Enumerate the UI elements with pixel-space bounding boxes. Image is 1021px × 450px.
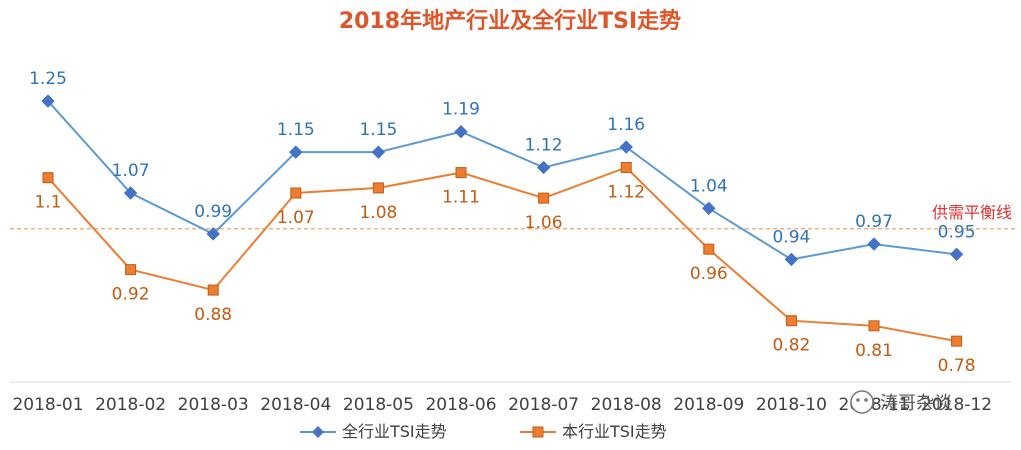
wechat-icon-dot	[864, 398, 868, 402]
x-tick-label: 2018-01	[12, 395, 83, 415]
x-tick-label: 2018-12	[921, 395, 992, 415]
marker-this-industry	[372, 182, 384, 194]
data-label-this-industry: 1.12	[607, 182, 645, 202]
data-label-all-industry: 1.15	[359, 120, 397, 140]
x-tick-label: 2018-07	[508, 395, 579, 415]
marker-this-industry	[785, 315, 797, 327]
data-label-this-industry: 0.88	[194, 305, 232, 325]
data-label-this-industry: 0.96	[690, 264, 728, 284]
data-labels: 1.25 1.07 0.99 1.15 1.15 1.19 1.12 1.16 1.04 0.94…	[29, 69, 975, 376]
data-label-all-industry: 0.97	[855, 212, 893, 232]
marker-this-industry	[207, 284, 219, 296]
x-tick-label: 2018-05	[343, 395, 414, 415]
data-label-this-industry: 0.82	[772, 336, 810, 356]
marker-this-industry	[290, 187, 302, 199]
data-label-this-industry: 1.06	[525, 213, 563, 233]
marker-all-industry	[619, 140, 633, 154]
legend-label-1: 全行业TSI走势	[342, 422, 447, 441]
marker-this-industry	[538, 192, 550, 204]
marker-this-industry	[951, 335, 963, 347]
marker-this-industry	[42, 172, 54, 184]
marker-all-industry	[206, 227, 220, 241]
x-tick-label: 2018-03	[178, 395, 249, 415]
marker-all-industry	[949, 247, 964, 262]
data-label-this-industry: 1.11	[442, 188, 480, 208]
legend-marker-square	[532, 426, 544, 438]
series-line-2	[47, 166, 957, 343]
data-label-all-industry: 1.25	[29, 69, 67, 89]
data-label-this-industry: 0.81	[855, 341, 893, 361]
watermark-text: 涛哥杂谈	[880, 393, 952, 414]
legend-label-2: 本行业TSI走势	[562, 422, 667, 441]
data-label-all-industry: 0.99	[194, 202, 232, 222]
data-label-all-industry: 1.15	[277, 120, 315, 140]
legend-marker-diamond	[312, 426, 324, 438]
marker-this-industry	[125, 264, 137, 276]
data-label-this-industry: 1.08	[359, 203, 397, 223]
series-lines	[47, 100, 957, 343]
data-label-all-industry: 1.12	[525, 135, 563, 155]
data-label-all-industry: 1.16	[607, 115, 645, 135]
data-label-this-industry: 1.1	[34, 193, 61, 213]
data-label-this-industry: 0.92	[112, 285, 150, 305]
data-label-all-industry: 0.95	[938, 222, 976, 242]
x-tick-label: 2018-04	[260, 395, 331, 415]
data-label-this-industry: 1.07	[277, 208, 315, 228]
data-label-all-industry: 1.07	[112, 161, 150, 181]
marker-this-industry	[455, 167, 467, 179]
marker-all-industry	[123, 186, 138, 200]
x-tick-label: 2018-09	[673, 395, 744, 415]
marker-all-industry	[784, 252, 799, 267]
watermark: 涛哥杂谈	[850, 390, 952, 414]
x-tick-label: 2018-10	[756, 395, 827, 415]
series-line-1	[47, 100, 957, 261]
balance-line-label: 供需平衡线	[932, 203, 1012, 222]
marker-all-industry	[867, 237, 881, 251]
wechat-icon	[850, 390, 874, 414]
marker-all-industry	[41, 94, 55, 108]
marker-this-industry	[620, 161, 632, 173]
data-label-this-industry: 0.78	[938, 356, 976, 376]
marker-this-industry	[868, 320, 880, 332]
marker-this-industry	[703, 243, 715, 255]
x-tick-label: 2018-08	[591, 395, 662, 415]
chart-title: 2018年地产行业及全行业TSI走势	[339, 8, 681, 34]
marker-all-industry	[371, 145, 386, 159]
x-tick-label: 2018-02	[95, 395, 166, 415]
legend: 全行业TSI走势 本行业TSI走势	[300, 422, 667, 441]
wechat-icon-dot	[856, 398, 860, 402]
x-tick-labels: 2018-01 2018-02 2018-03 2018-04 2018-05 2018-…	[12, 395, 992, 415]
marker-all-industry	[702, 201, 716, 216]
marker-all-industry	[289, 145, 303, 159]
balance-line-layer: 供需平衡线	[10, 203, 1015, 230]
x-tick-label: 2018-06	[425, 395, 496, 415]
marker-all-industry	[536, 160, 551, 175]
data-label-all-industry: 0.94	[772, 227, 810, 247]
series-markers	[41, 94, 964, 347]
marker-all-industry	[454, 125, 468, 139]
data-label-all-industry: 1.19	[442, 100, 480, 120]
data-label-all-industry: 1.04	[690, 176, 728, 196]
